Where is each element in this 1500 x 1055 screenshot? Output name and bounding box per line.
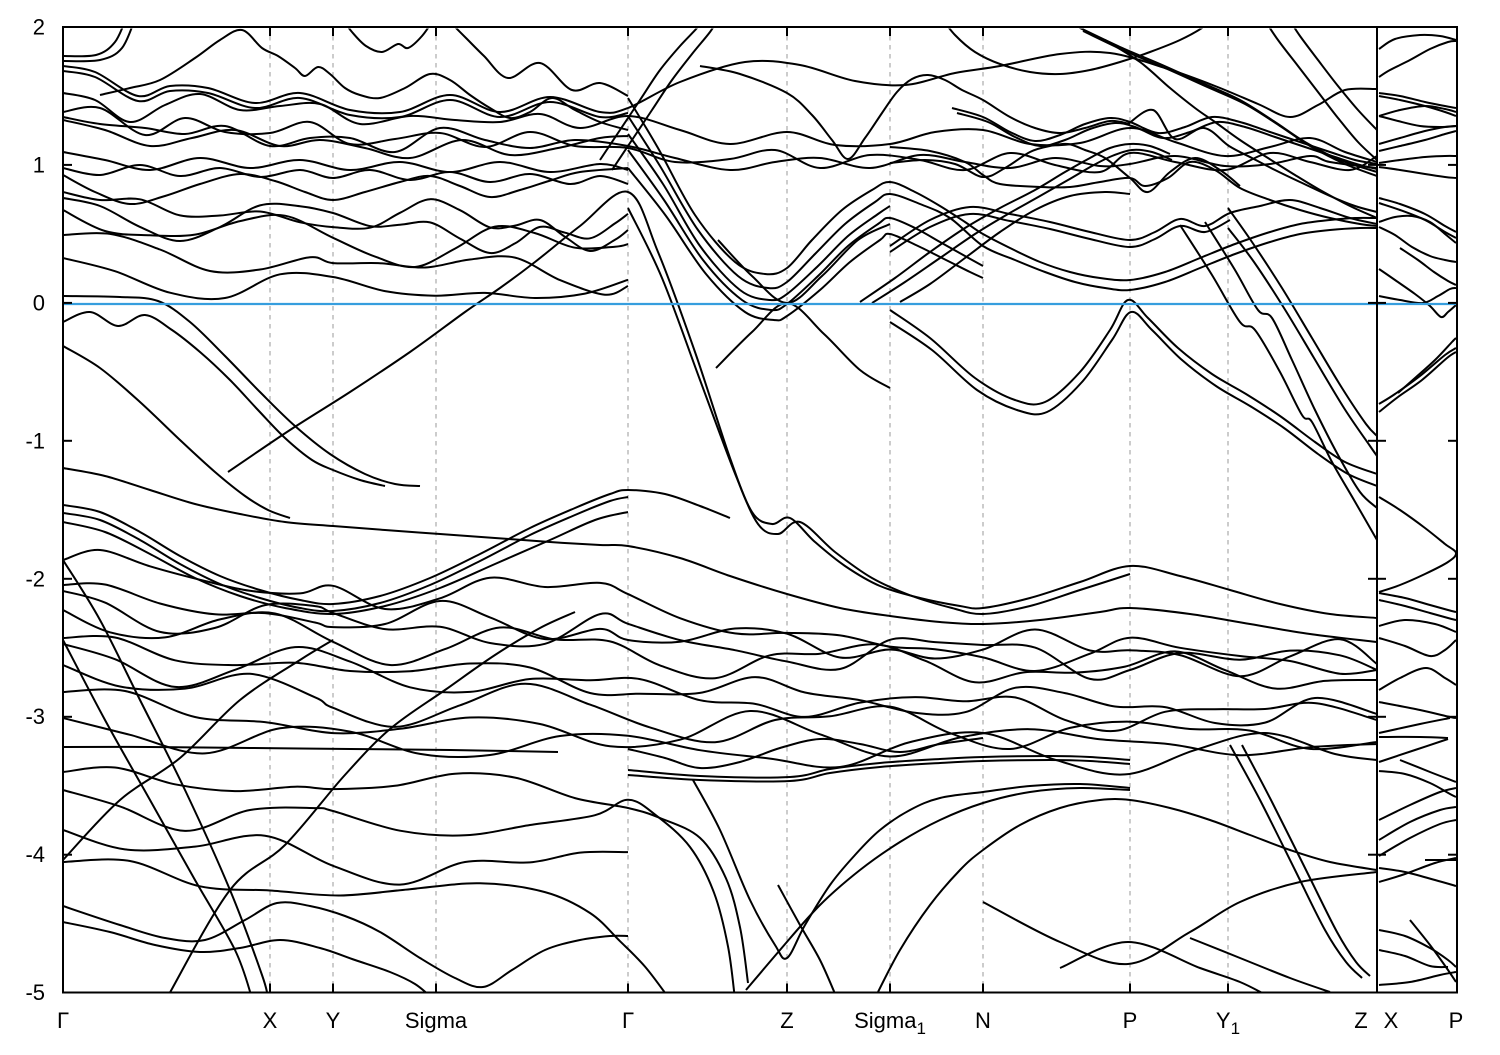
svg-text:2: 2: [33, 15, 45, 40]
svg-text:P: P: [1123, 1008, 1138, 1033]
svg-text:Sigma: Sigma: [405, 1008, 468, 1033]
svg-text:1: 1: [33, 152, 45, 177]
svg-text:-5: -5: [25, 980, 45, 1005]
svg-text:-2: -2: [25, 566, 45, 591]
svg-text:0: 0: [33, 290, 45, 315]
svg-text:-4: -4: [25, 842, 45, 867]
svg-text:Γ: Γ: [57, 1008, 69, 1033]
svg-text:X: X: [263, 1008, 278, 1033]
svg-text:-3: -3: [25, 704, 45, 729]
svg-text:Z: Z: [780, 1008, 793, 1033]
svg-text:Γ: Γ: [622, 1008, 634, 1033]
svg-text:-1: -1: [25, 428, 45, 453]
svg-text:N: N: [975, 1008, 991, 1033]
svg-text:P: P: [1449, 1008, 1464, 1033]
svg-text:Z: Z: [1354, 1008, 1367, 1033]
svg-text:X: X: [1384, 1008, 1399, 1033]
svg-text:Y: Y: [326, 1008, 341, 1033]
